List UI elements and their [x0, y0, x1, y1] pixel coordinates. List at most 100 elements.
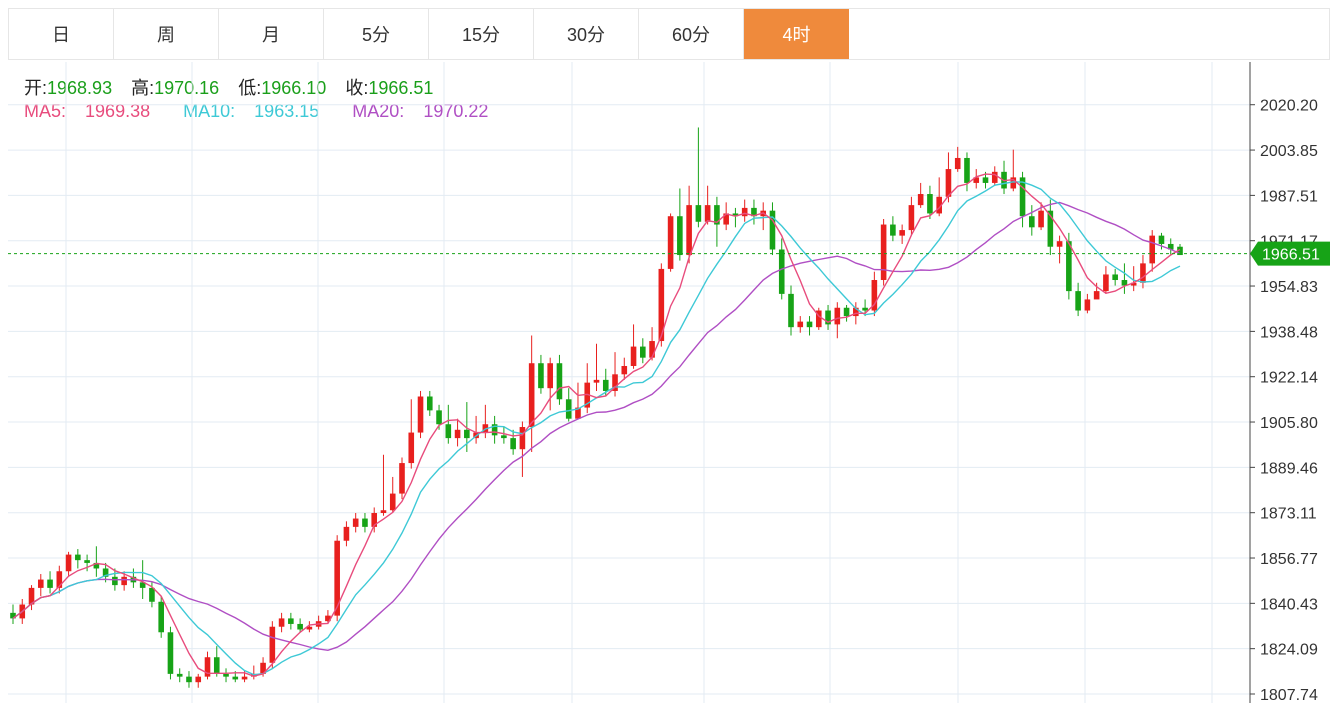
candle-body	[649, 341, 655, 358]
y-tick-label: 1856.77	[1260, 551, 1318, 568]
y-tick-label: 1954.83	[1260, 279, 1318, 296]
candle-body	[454, 429, 461, 439]
y-tick-label: 1987.51	[1260, 188, 1318, 205]
candle-body	[65, 554, 72, 572]
ma10-readout: MA10: 1963.15	[183, 101, 333, 121]
candle-body	[269, 626, 276, 663]
candle-body	[1038, 210, 1044, 228]
candle-body	[260, 662, 266, 674]
candle-body	[658, 268, 665, 342]
tab-2[interactable]: 月	[219, 9, 324, 59]
candle-body	[538, 363, 544, 389]
y-tick-label: 2003.85	[1260, 143, 1318, 160]
candle-body	[1112, 274, 1118, 281]
candle-body	[964, 157, 970, 183]
candle-body	[1103, 274, 1109, 292]
candle-body	[47, 579, 53, 588]
candle-body	[556, 363, 563, 400]
candle-body	[417, 396, 424, 433]
candle-body	[1084, 299, 1091, 311]
candle-body	[575, 407, 581, 419]
y-tick-label: 1905.80	[1260, 415, 1318, 432]
candle-body	[1075, 291, 1081, 311]
candle-body	[769, 210, 776, 250]
candle-body	[547, 363, 553, 389]
candle-body	[1047, 210, 1054, 247]
candle-body	[880, 224, 887, 281]
candle-body	[991, 171, 998, 183]
candle-body	[389, 493, 396, 511]
open-value: 1968.93	[47, 78, 113, 98]
candle-body	[593, 379, 600, 383]
low-value: 1966.10	[261, 78, 327, 98]
tab-7[interactable]: 4时	[744, 9, 849, 59]
candle-body	[927, 194, 933, 214]
candle-body	[371, 513, 378, 527]
candle-body	[1140, 263, 1146, 283]
candle-body	[501, 435, 507, 439]
candle-body	[519, 427, 526, 450]
candle-body	[186, 676, 192, 683]
candle-body	[408, 432, 415, 464]
tab-5[interactable]: 30分	[534, 9, 639, 59]
candle-body	[704, 205, 711, 222]
candle-body	[982, 177, 989, 183]
candle-body	[84, 560, 90, 563]
candle-body	[686, 205, 692, 256]
candle-body	[714, 205, 720, 225]
y-tick-label: 1840.43	[1260, 596, 1318, 613]
tab-3[interactable]: 5分	[324, 9, 429, 59]
candle-body	[825, 310, 831, 325]
ohlc-readout: 开:1968.93 高:1970.16 低:1966.10 收:1966.51	[24, 74, 447, 100]
candle-body	[602, 379, 609, 391]
tab-0[interactable]: 日	[9, 9, 114, 59]
ma10-line	[12, 181, 1181, 676]
tab-1[interactable]: 周	[114, 9, 219, 59]
candle-body	[223, 673, 229, 677]
candle-body	[10, 612, 16, 619]
ma5-line	[12, 173, 1181, 677]
y-tick-label: 1889.46	[1260, 460, 1318, 477]
ma20-readout: MA20: 1970.22	[352, 101, 502, 121]
candle-body	[640, 346, 646, 358]
candle-body	[121, 576, 127, 586]
candle-body	[936, 196, 942, 214]
ma20-label: MA20:	[352, 101, 405, 121]
ma-readout: MA5: 1969.38 MA10: 1963.15 MA20: 1970.22	[24, 101, 516, 122]
candle-body	[630, 346, 637, 366]
candle-body	[908, 205, 915, 231]
close-value: 1966.51	[368, 78, 434, 98]
candle-body	[1029, 216, 1035, 228]
candle-body	[288, 618, 294, 624]
candle-body	[584, 382, 591, 408]
candle-body	[213, 657, 220, 674]
candle-body	[899, 230, 905, 236]
candle-body	[1019, 177, 1026, 217]
candle-body	[1121, 280, 1128, 286]
candle-body	[1177, 246, 1183, 256]
close-label: 收:	[345, 78, 369, 98]
candle-body	[806, 321, 813, 328]
candle-body	[436, 410, 442, 425]
candle-body	[778, 249, 785, 294]
high-label: 高:	[131, 78, 155, 98]
candle-body	[362, 518, 368, 527]
candle-body	[723, 213, 729, 225]
candle-body	[973, 177, 980, 183]
candle-body	[853, 307, 859, 317]
candle-body	[751, 207, 757, 217]
candle-body	[278, 618, 285, 627]
candle-body	[1149, 235, 1156, 264]
tab-6[interactable]: 60分	[639, 9, 744, 59]
timeframe-tabs: 日周月 5分 15分 30分 60分 4时	[8, 8, 1330, 60]
candle-body	[445, 424, 452, 439]
candle-body	[204, 657, 211, 677]
tab-4[interactable]: 15分	[429, 9, 534, 59]
candle-body	[1056, 241, 1063, 247]
ma20-value: 1970.22	[423, 101, 489, 121]
candle-body	[945, 169, 952, 197]
candle-body	[695, 205, 702, 222]
candle-body	[862, 307, 868, 311]
candle-body	[565, 399, 572, 419]
